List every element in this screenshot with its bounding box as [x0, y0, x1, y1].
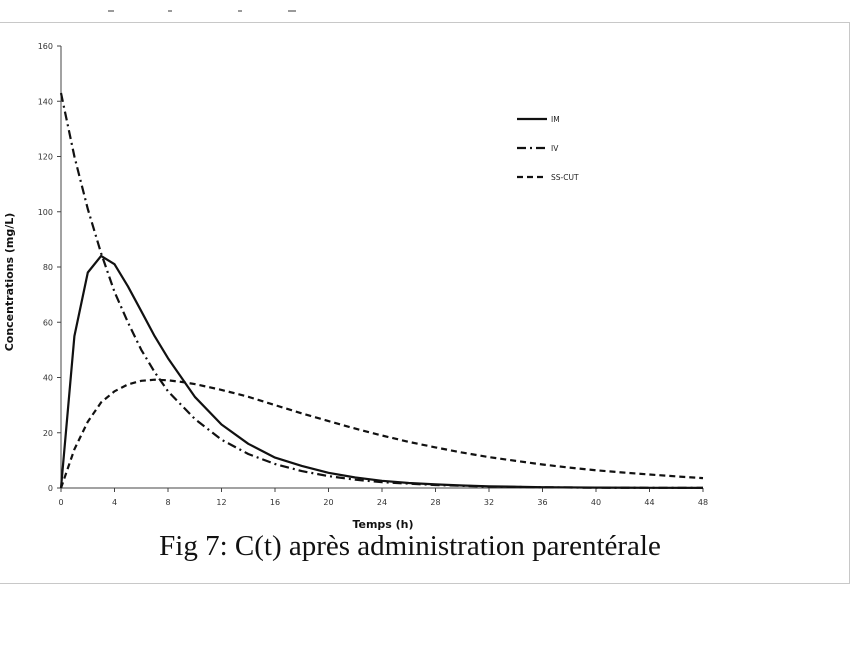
x-tick-label: 48 — [698, 498, 708, 507]
x-tick-label: 32 — [484, 498, 494, 507]
y-ticks: 0 20 40 60 80 100 120 140 160 — [38, 42, 61, 493]
x-tick-label: 40 — [591, 498, 601, 507]
y-tick-label: 140 — [38, 97, 53, 106]
series-line-im — [59, 254, 704, 489]
x-tick-label: 44 — [644, 498, 654, 507]
legend-label-im: IM — [551, 115, 560, 124]
x-tick-label: 4 — [112, 498, 117, 507]
series-line-iv — [59, 92, 704, 489]
x-tick-label: 0 — [58, 498, 63, 507]
cropped-top-decoration — [108, 6, 308, 16]
x-tick-label: 20 — [323, 498, 333, 507]
x-tick-label: 8 — [165, 498, 170, 507]
legend-label-ss-cut: SS-CUT — [551, 173, 579, 182]
y-tick-label: 120 — [38, 153, 53, 162]
legend: IM IV SS-CUT — [517, 115, 579, 182]
y-tick-label: 60 — [43, 318, 53, 327]
series-line-ss-cut — [59, 378, 704, 489]
y-tick-label: 100 — [38, 208, 53, 217]
x-tick-label: 28 — [430, 498, 440, 507]
y-tick-label: 40 — [43, 374, 53, 383]
y-tick-label: 80 — [43, 263, 53, 272]
figure-frame — [0, 22, 850, 584]
x-ticks: 0 4 8 12 16 20 24 28 32 36 40 44 48 — [58, 488, 708, 507]
figure-caption: Fig 7: C(t) après administration parenté… — [159, 530, 661, 562]
y-tick-label: 0 — [48, 484, 53, 493]
x-axis-title: Temps (h) — [352, 518, 413, 531]
y-tick-label: 20 — [43, 429, 53, 438]
y-tick-label: 160 — [38, 42, 53, 51]
x-tick-label: 16 — [270, 498, 280, 507]
series-lines — [59, 92, 704, 489]
x-tick-label: 12 — [216, 498, 226, 507]
x-tick-label: 24 — [377, 498, 387, 507]
y-axis-title: Concentrations (mg/L) — [3, 213, 16, 352]
x-tick-label: 36 — [537, 498, 547, 507]
legend-label-iv: IV — [551, 144, 559, 153]
